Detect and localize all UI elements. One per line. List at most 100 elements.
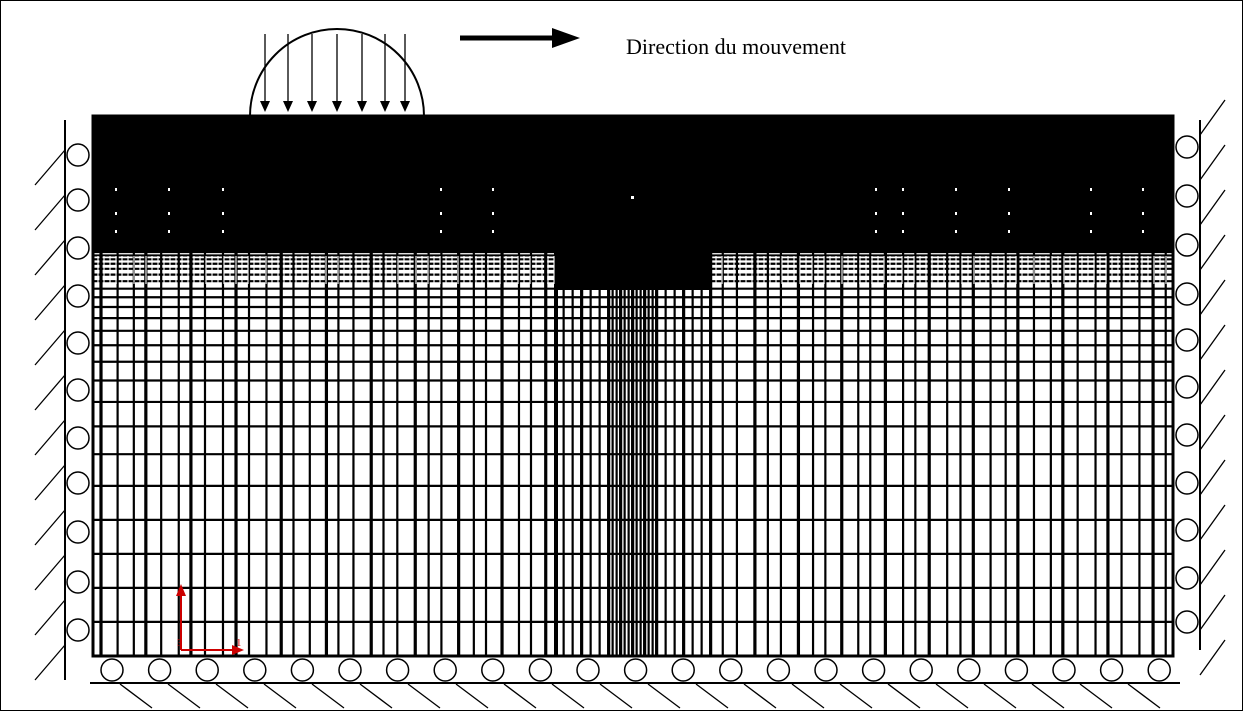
- mesh-fine-dot: [1015, 256, 1017, 284]
- ground-hatch: [215, 683, 249, 709]
- mesh-fine-dot: [222, 188, 224, 191]
- mesh-fine-dot: [133, 256, 135, 284]
- roller-support: [100, 658, 124, 682]
- mesh-fine-dot: [949, 256, 951, 284]
- ground-hatch: [1199, 504, 1226, 541]
- mesh-fine-dot: [805, 256, 807, 284]
- axis-label-horizontal: 1: [236, 637, 242, 649]
- mesh-fine-dot: [901, 256, 903, 284]
- ground-hatch: [34, 554, 66, 591]
- ground-hatch: [34, 239, 66, 276]
- mesh-fine-dot: [721, 256, 723, 284]
- mesh-fine-dot: [217, 256, 219, 284]
- mesh-fine-dot: [331, 256, 333, 284]
- roller-support: [766, 658, 791, 682]
- mesh-fine-dot: [751, 256, 753, 284]
- mesh-fine-dot: [367, 256, 369, 284]
- mesh-fine-dots: [97, 188, 1167, 284]
- ground-hatch: [34, 509, 66, 546]
- load-arrow-head: [400, 101, 410, 112]
- mesh-fine-dot: [877, 256, 879, 284]
- roller-support: [814, 658, 838, 682]
- mesh-fine-dot: [475, 256, 477, 284]
- mesh-fine-dot: [1033, 256, 1035, 284]
- ground-hatch: [599, 683, 633, 709]
- mesh-fine-dot: [529, 256, 531, 284]
- mesh-fine-dot: [1087, 256, 1089, 284]
- mesh-fine-dot: [1141, 256, 1143, 284]
- roller-support: [1099, 658, 1124, 682]
- mesh-fine-dot: [168, 230, 170, 233]
- mesh-fine-dot: [1123, 256, 1125, 284]
- mesh-fine-dot: [955, 230, 957, 233]
- mesh-fine-dot: [379, 256, 381, 284]
- mesh-fine-dot: [337, 256, 339, 284]
- mesh-fine-dot: [283, 256, 285, 284]
- mesh-fine-dot: [883, 256, 885, 284]
- roller-support: [66, 188, 90, 212]
- mesh-fine-dot: [253, 256, 255, 284]
- mesh-fine-dot: [1009, 256, 1011, 284]
- ground-hatch: [34, 419, 66, 456]
- mesh-fine-dot: [1021, 256, 1023, 284]
- mesh-fine-dot: [439, 256, 441, 284]
- mesh-fine-dot: [1142, 212, 1144, 215]
- ground-hatch: [1199, 594, 1226, 631]
- mesh-fine-dot: [163, 256, 165, 284]
- mesh-fine-dot: [433, 256, 435, 284]
- mesh-fine-dot: [241, 256, 243, 284]
- mesh-fine-dot: [313, 256, 315, 284]
- mesh-fine-dot: [727, 256, 729, 284]
- ground-hatch: [791, 683, 825, 709]
- mesh-fine-dot: [865, 256, 867, 284]
- mesh-fine-dot: [1142, 230, 1144, 233]
- ground-hatch: [34, 329, 66, 366]
- mesh-fine-dot: [841, 256, 843, 284]
- roller-support: [1175, 471, 1199, 495]
- roller-support: [66, 284, 90, 308]
- ground-hatch: [1127, 683, 1161, 709]
- roller-support: [861, 658, 886, 682]
- ground-hatch: [167, 683, 201, 709]
- ground-hatch: [647, 683, 681, 709]
- roller-supports-right: [1175, 135, 1199, 634]
- mesh-fine-dot: [1057, 256, 1059, 284]
- roller-support: [481, 658, 505, 682]
- mesh-fine-dot: [1142, 188, 1144, 191]
- mesh-fine-dot: [139, 256, 141, 284]
- axis-triad: 2 1 3: [176, 584, 244, 655]
- ground-hatch: [34, 194, 66, 231]
- mesh-fine-dot: [757, 256, 759, 284]
- mesh-fine-dot: [925, 256, 927, 284]
- mesh-fine-dot: [811, 256, 813, 284]
- roller-support: [1175, 518, 1199, 542]
- ground-hatch: [359, 683, 393, 709]
- mesh-fine-dot: [277, 256, 279, 284]
- mesh-fine-dot: [451, 256, 453, 284]
- mesh-fine-dot: [835, 256, 837, 284]
- mesh-fine-dot: [440, 212, 442, 215]
- roller-support: [66, 570, 90, 594]
- mesh-fine-dot: [793, 256, 795, 284]
- mesh-fine-dot: [997, 256, 999, 284]
- mesh-fine-dot: [307, 256, 309, 284]
- mesh-fine-dot: [391, 256, 393, 284]
- mesh-fine-dot: [109, 256, 111, 284]
- ground-hatch: [1079, 683, 1113, 709]
- roller-support: [528, 658, 553, 682]
- mesh-fine-dot: [492, 212, 494, 215]
- mesh-fine-dot: [1069, 256, 1071, 284]
- ground-hatch: [34, 599, 66, 636]
- mesh-dense-block: [556, 252, 712, 290]
- mesh-fine-dot: [289, 256, 291, 284]
- ground-hatch: [887, 683, 921, 709]
- mesh-fine-dot: [385, 256, 387, 284]
- ground-hatch: [1031, 683, 1065, 709]
- mesh-fine-dot: [1090, 230, 1092, 233]
- mesh-fine-dot: [733, 256, 735, 284]
- mesh-fine-dot: [913, 256, 915, 284]
- mesh-fine-dot: [547, 256, 549, 284]
- mesh-fine-dot: [511, 256, 513, 284]
- mesh-fine-dot: [349, 256, 351, 284]
- mesh-fine-dot: [1117, 256, 1119, 284]
